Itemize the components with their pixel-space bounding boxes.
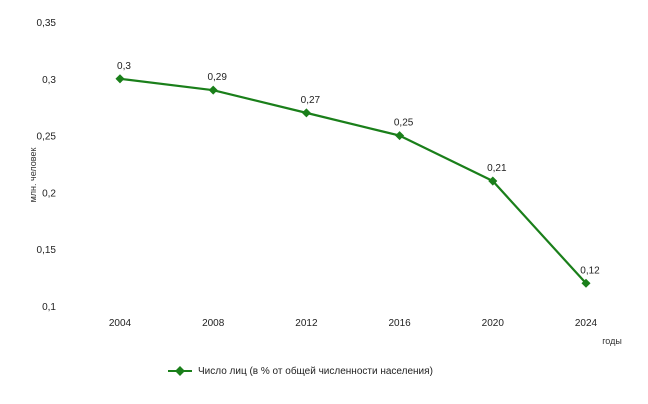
data-label: 0,12 xyxy=(580,265,600,276)
y-tick-label: 0,25 xyxy=(37,132,57,143)
x-tick-label: 2020 xyxy=(482,318,505,329)
x-tick-label: 2012 xyxy=(295,318,318,329)
x-axis-title: годы xyxy=(602,336,622,346)
y-tick-label: 0,1 xyxy=(42,302,56,313)
data-label: 0,25 xyxy=(394,118,414,129)
data-point xyxy=(395,131,405,141)
legend: Число лиц (в % от общей численности насе… xyxy=(168,364,433,378)
series-line xyxy=(119,77,587,285)
data-label: 0,21 xyxy=(487,163,507,174)
x-tick-label: 2008 xyxy=(202,318,225,329)
data-label: 0,3 xyxy=(117,61,131,72)
x-tick-label: 2004 xyxy=(109,318,132,329)
y-axis-title: млн. человек xyxy=(28,148,38,203)
y-tick-label: 0,15 xyxy=(37,245,57,256)
y-tick-label: 0,2 xyxy=(42,188,56,199)
x-tick-label: 2016 xyxy=(388,318,411,329)
x-tick-label: 2024 xyxy=(575,318,598,329)
legend-swatch xyxy=(168,366,192,376)
y-tick-label: 0,35 xyxy=(37,18,57,29)
data-label: 0,29 xyxy=(207,72,227,83)
data-point xyxy=(301,108,311,118)
data-point xyxy=(115,74,125,84)
data-label: 0,27 xyxy=(301,95,321,106)
data-point xyxy=(208,85,218,95)
y-tick-label: 0,3 xyxy=(42,75,56,86)
legend-label: Число лиц (в % от общей численности насе… xyxy=(198,365,433,377)
data-point xyxy=(488,176,498,186)
